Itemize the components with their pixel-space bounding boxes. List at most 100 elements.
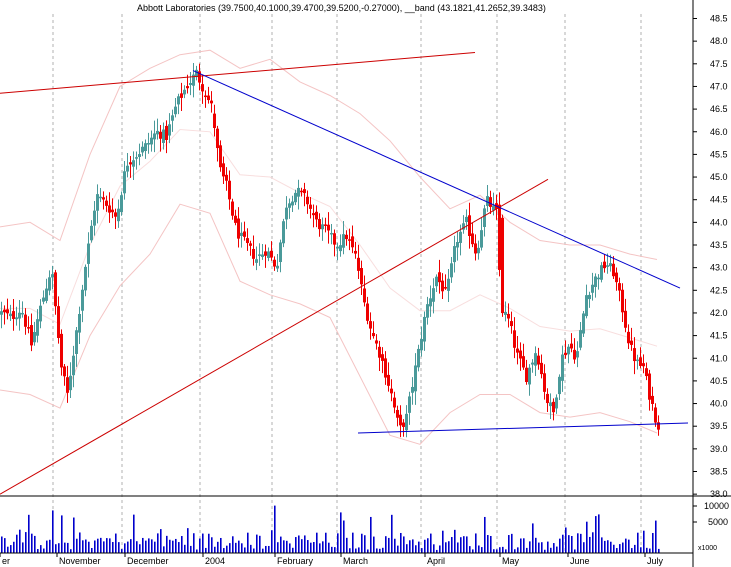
- volume-bar: [406, 544, 408, 553]
- candle-body: [213, 113, 216, 128]
- candle-body: [111, 209, 114, 213]
- trendline: [192, 70, 681, 289]
- candle-body: [153, 133, 156, 140]
- volume-bar: [418, 541, 420, 553]
- volume-bar: [358, 547, 360, 553]
- y-tick-label: 39.0: [710, 444, 728, 454]
- volume-bar: [340, 512, 342, 553]
- volume-bar: [643, 530, 645, 553]
- candle-body: [405, 413, 408, 431]
- volume-bar: [64, 542, 66, 553]
- candle-body: [159, 131, 162, 139]
- volume-bar: [202, 533, 204, 553]
- volume-bar: [583, 542, 585, 553]
- candle-body: [516, 348, 519, 353]
- volume-bar: [364, 535, 366, 553]
- volume-bar: [235, 542, 237, 553]
- candle-body: [588, 294, 591, 300]
- candle-body: [594, 276, 597, 288]
- volume-bar: [154, 541, 156, 553]
- volume-bar: [37, 549, 39, 553]
- volume-bar: [391, 514, 393, 553]
- candle-body: [534, 353, 537, 366]
- candle-body: [336, 246, 339, 249]
- volume-bar: [46, 540, 48, 553]
- candle-body: [366, 303, 369, 321]
- candle-body: [498, 204, 501, 270]
- candle-body: [483, 208, 486, 228]
- volume-bar: [151, 539, 153, 553]
- volume-bar: [124, 543, 126, 553]
- candle-body: [327, 224, 330, 231]
- volume-bar: [550, 547, 552, 553]
- volume-bar: [262, 548, 264, 553]
- volume-bar: [250, 544, 252, 553]
- volume-bar: [88, 541, 90, 553]
- candle-body: [627, 331, 630, 344]
- candle-body: [57, 306, 60, 338]
- volume-bar: [442, 530, 444, 553]
- volume-bar: [109, 538, 111, 553]
- candle-body: [72, 355, 75, 376]
- candle-body: [180, 93, 183, 98]
- volume-bar: [274, 505, 276, 553]
- volume-bar: [559, 538, 561, 553]
- candle-body: [360, 268, 363, 285]
- volume-bar: [223, 548, 225, 553]
- volume-bar: [658, 548, 660, 553]
- y-tick-label: 40.5: [710, 376, 728, 386]
- candle-body: [171, 115, 174, 121]
- volume-bar: [196, 549, 198, 553]
- x-tick-label: er: [2, 556, 10, 566]
- candle-body: [561, 354, 564, 381]
- candle-body: [150, 137, 153, 145]
- y-tick-label: 42.5: [710, 285, 728, 295]
- volume-bar: [352, 532, 354, 553]
- candle-body: [330, 232, 333, 235]
- volume-bar: [187, 528, 189, 553]
- candle-body: [210, 100, 213, 104]
- candle-body: [147, 143, 150, 145]
- candle-body: [267, 251, 270, 258]
- volume-bar: [145, 540, 147, 553]
- volume-bar: [526, 547, 528, 553]
- candle-body: [300, 190, 303, 193]
- volume-bar: [316, 532, 318, 553]
- candle-body: [456, 242, 459, 248]
- volume-bar: [487, 535, 489, 553]
- candle-body: [597, 277, 600, 280]
- candle-body: [387, 374, 390, 386]
- volume-bar: [421, 548, 423, 553]
- candle-body: [258, 254, 261, 256]
- candle-body: [63, 366, 66, 377]
- x-tick-label: June: [570, 556, 590, 566]
- candle-body: [324, 224, 327, 226]
- candle-body: [351, 236, 354, 248]
- volume-bar: [385, 536, 387, 553]
- volume-bar: [481, 547, 483, 553]
- candle-body: [6, 309, 9, 314]
- volume-bar: [400, 532, 402, 553]
- volume-bar: [466, 536, 468, 553]
- volume-bar: [520, 538, 522, 553]
- volume-bar: [7, 546, 9, 553]
- candle-body: [90, 225, 93, 241]
- volume-bar: [241, 543, 243, 553]
- volume-bar: [226, 545, 228, 553]
- volume-bar: [16, 534, 18, 553]
- volume-bar: [127, 541, 129, 553]
- candle-body: [345, 234, 348, 240]
- candle-body: [471, 233, 474, 245]
- volume-bar: [322, 541, 324, 553]
- candle-body: [207, 95, 210, 101]
- volume-bar: [244, 547, 246, 553]
- band-upper-line: [0, 49, 658, 260]
- volume-bar: [217, 541, 219, 553]
- candle-body: [186, 86, 189, 89]
- y-tick-label: 44.5: [710, 195, 728, 205]
- volume-bar: [439, 545, 441, 553]
- volume-bar: [94, 540, 96, 553]
- volume-bar: [433, 544, 435, 553]
